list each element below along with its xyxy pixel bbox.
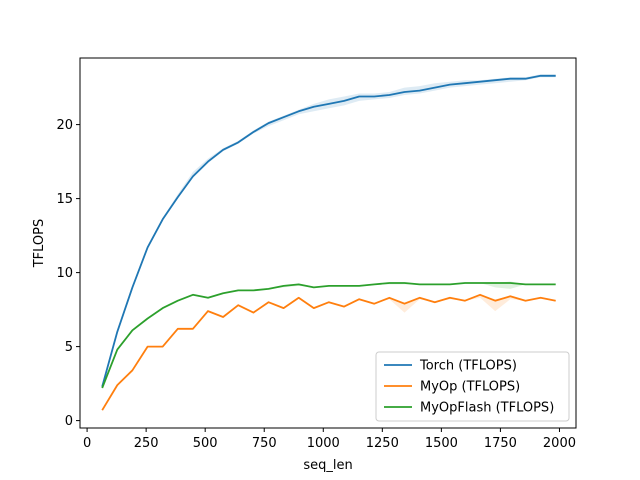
legend: Torch (TFLOPS) MyOp (TFLOPS) MyOpFlash (TF… <box>375 351 570 422</box>
x-axis-ticks: 0 250 500 750 1000 1250 1500 1750 2000 <box>83 428 576 451</box>
x-tick-label: 2000 <box>543 436 576 451</box>
series-0-band <box>102 74 556 387</box>
series-1-line <box>101 293 556 411</box>
series-0-line <box>101 74 556 387</box>
x-tick-label: 1000 <box>307 436 340 451</box>
legend-label: Torch (TFLOPS) <box>419 359 517 374</box>
x-tick-label: 0 <box>83 436 91 451</box>
x-tick-label: 1250 <box>366 436 399 451</box>
y-tick-label: 5 <box>65 340 73 355</box>
y-axis-ticks: 0 5 10 15 20 <box>56 118 80 429</box>
x-axis-label: seq_len <box>303 458 352 473</box>
y-tick-label: 10 <box>56 266 73 281</box>
y-tick-label: 0 <box>65 414 73 429</box>
legend-label: MyOp (TFLOPS) <box>420 380 520 395</box>
legend-label: MyOpFlash (TFLOPS) <box>420 401 554 416</box>
series-2-line <box>101 282 556 389</box>
legend-box <box>375 351 570 422</box>
x-tick-label: 750 <box>252 436 277 451</box>
x-tick-label: 1500 <box>425 436 458 451</box>
x-tick-label: 500 <box>193 436 218 451</box>
series-lines <box>101 74 556 411</box>
x-tick-label: 250 <box>134 436 159 451</box>
y-axis-label: TFLOPS <box>32 219 47 269</box>
x-tick-label: 1750 <box>484 436 517 451</box>
plot-frame <box>79 57 577 429</box>
y-tick-label: 15 <box>56 192 73 207</box>
y-tick-label: 20 <box>56 118 73 133</box>
